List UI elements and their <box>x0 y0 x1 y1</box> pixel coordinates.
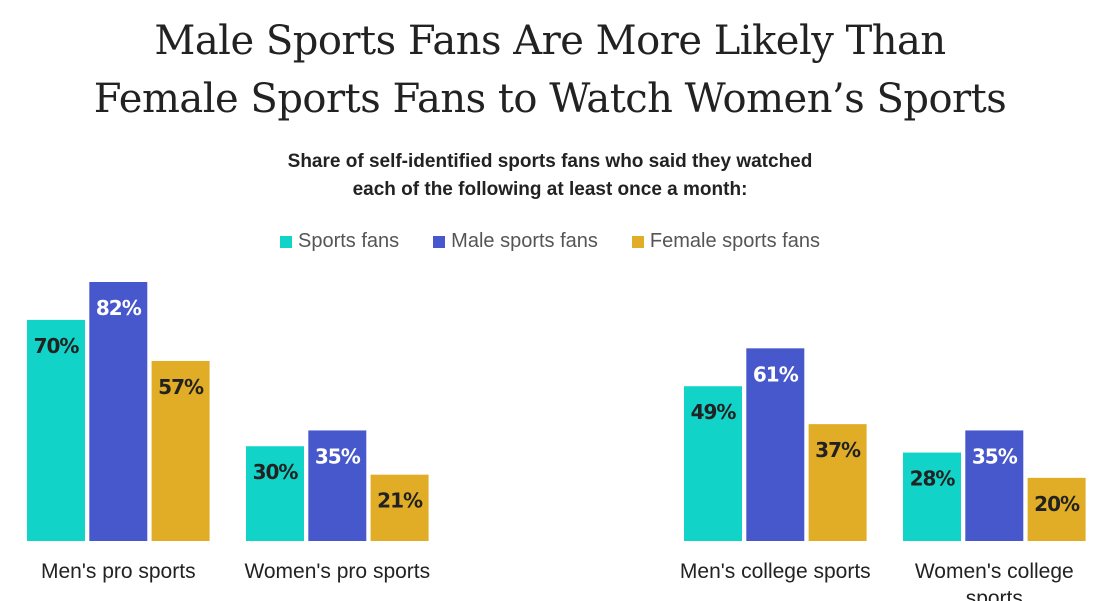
bar-male-sports-fans <box>746 348 805 541</box>
data-label: 61% <box>753 362 799 386</box>
data-label: 70% <box>34 334 80 358</box>
data-label: 35% <box>315 444 361 468</box>
legend-item-sports-fans: Sports fans <box>280 230 399 253</box>
legend-label: Female sports fans <box>649 230 820 252</box>
bar-female-sports-fans <box>1027 477 1086 541</box>
bar-female-sports-fans <box>808 424 867 541</box>
legend-item-female-sports-fans: Female sports fans <box>631 230 820 253</box>
bar-sports-fans <box>246 446 304 541</box>
bar-female-sports-fans <box>370 474 429 541</box>
category-label: Women's pro sports <box>244 560 430 583</box>
category-label: Women's college sports <box>915 560 1074 601</box>
chart-title: Male Sports Fans Are More Likely Than Fe… <box>0 12 1100 128</box>
bar-female-sports-fans <box>151 360 210 541</box>
data-label: 37% <box>815 438 861 462</box>
bar-group-men-s-college-sports: 49% 61% 37% <box>684 348 867 541</box>
data-label: 20% <box>1034 492 1080 516</box>
chart-subtitle: Share of self-identified sports fans who… <box>0 148 1100 204</box>
bar-male-sports-fans <box>89 282 148 541</box>
data-label: 30% <box>253 460 299 484</box>
chart-subtitle-line-1: Share of self-identified sports fans who… <box>287 151 813 172</box>
data-label: 28% <box>910 467 956 491</box>
legend-swatch <box>631 235 644 248</box>
legend-item-male-sports-fans: Male sports fans <box>433 230 598 253</box>
data-label: 35% <box>972 444 1018 468</box>
legend-swatch <box>433 235 446 248</box>
chart-subtitle-line-2: each of the following at least once a mo… <box>352 179 748 200</box>
data-label: 57% <box>158 375 204 399</box>
data-label: 49% <box>691 400 737 424</box>
bar-group-women-s-college-sports: 28% 35% 20% <box>903 430 1086 541</box>
bar-sports-fans <box>684 386 742 541</box>
chart-title-line-2: Female Sports Fans to Watch Women’s Spor… <box>93 76 1007 122</box>
legend-label: Sports fans <box>298 230 400 252</box>
bar-sports-fans <box>903 452 961 541</box>
data-label: 82% <box>96 296 142 320</box>
bar-male-sports-fans <box>965 430 1024 541</box>
legend: Sports fans Male sports fans Female spor… <box>0 230 1100 253</box>
legend-swatch <box>280 235 292 248</box>
category-label: Men's pro sports <box>41 560 196 583</box>
bar-sports-fans <box>27 319 85 541</box>
legend-label: Male sports fans <box>451 230 598 252</box>
bar-group-men-s-pro-sports: 70% 82% 57% <box>27 282 210 541</box>
category-label: Men's college sports <box>680 560 871 583</box>
chart-title-line-1: Male Sports Fans Are More Likely Than <box>154 18 946 64</box>
bar-group-women-s-pro-sports: 30% 35% 21% <box>246 430 429 541</box>
bar-male-sports-fans <box>308 430 367 541</box>
data-label: 21% <box>377 489 423 513</box>
